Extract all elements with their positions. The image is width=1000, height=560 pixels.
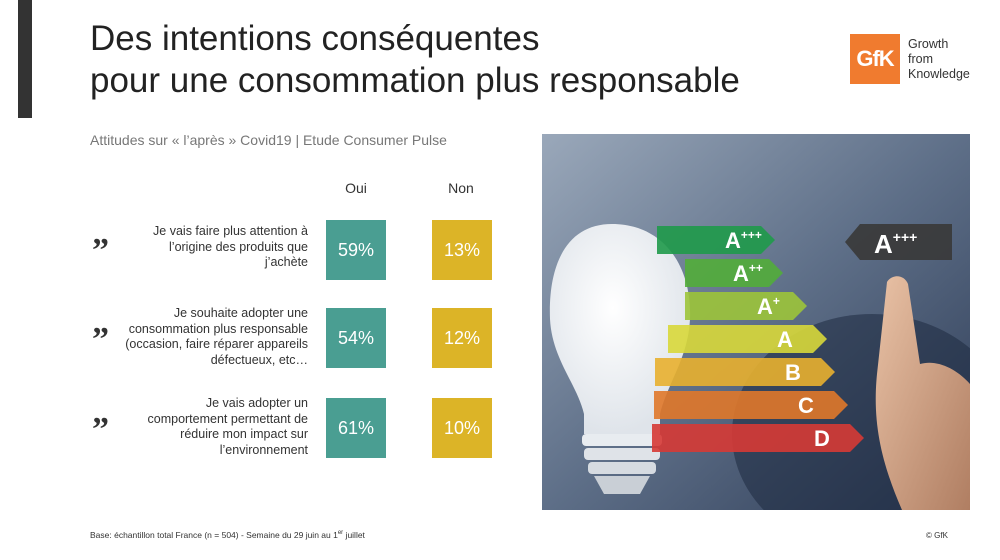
energy-label-bar [668,325,827,353]
bulb-base-ring [582,434,662,446]
energy-label-bar [657,226,775,254]
energy-label-text: D [814,426,830,451]
non-value-1: 13% [432,220,492,280]
page-title: Des intentions conséquentes pour une con… [90,18,740,102]
energy-label-bar [654,391,848,419]
statement-1: Je vais faire plus attention à l’origine… [78,224,308,271]
footer-text: Base: échantillon total France (n = 504)… [90,530,338,540]
logo-tagline-3: Knowledge [908,67,970,81]
bulb-base-ring [584,448,660,460]
column-header-non: Non [448,180,474,196]
quote-icon: ” [92,232,109,269]
energy-label-bar [652,424,864,452]
gfk-logo: GfK [850,34,900,84]
non-value-3: 10% [432,398,492,458]
oui-value-2: 54% [326,308,386,368]
energy-label-photo: A+++ A++ A+ A B C D A+++ [542,134,970,510]
column-header-oui: Oui [345,180,367,196]
statement-2-line: défectueux, etc… [210,352,308,367]
title-line-1: Des intentions conséquentes [90,19,540,58]
statement-3-line: comportement permettant de [147,411,309,426]
logo-tagline-2: from [908,52,933,66]
statement-1-line: l’origine des produits que [169,239,308,254]
statement-2: Je souhaite adopter une consommation plu… [78,306,308,368]
statement-2-line: (occasion, faire réparer appareils [125,337,308,351]
bulb-base-ring [588,462,656,474]
logo-tagline-1: Growth [908,37,949,51]
statement-1-line: Je vais faire plus attention à [153,224,308,238]
quote-icon: ” [92,411,109,448]
energy-label-text: B [785,360,801,385]
statement-3-line: l’environnement [219,442,308,457]
footer-sup: er [337,530,344,537]
energy-label-text: C [798,393,814,418]
non-value-2: 12% [432,308,492,368]
statement-1-line: j’achète [264,255,308,269]
logo-tagline: Growth from Knowledge [908,37,970,82]
subtitle: Attitudes sur « l’après » Covid19 | Etud… [90,132,447,148]
energy-label-text: A [777,327,793,352]
statement-3-line: Je vais adopter un [205,396,308,410]
logo-mark: GfK [856,46,894,71]
footer-base-note: Base: échantillon total France (n = 504)… [90,530,365,540]
hand-shape [875,276,970,510]
oui-value-1: 59% [326,220,386,280]
selected-energy-label: A+++ [845,224,952,260]
energy-label-bar [685,292,807,320]
footer-tail: juillet [343,530,365,540]
oui-value-3: 61% [326,398,386,458]
statement-2-line: consommation plus responsable [128,321,308,336]
energy-label-bar [685,259,783,287]
selected-label-bar [845,224,952,260]
bulb-tip [594,476,650,494]
energy-label-bar [655,358,835,386]
statement-2-line: Je souhaite adopter une [173,306,308,320]
statement-3-line: réduire mon impact sur [180,427,308,441]
statement-3: Je vais adopter un comportement permetta… [78,396,309,458]
quote-icon: ” [92,321,109,358]
accent-bar [18,0,32,118]
copyright: © GfK [926,531,948,540]
title-line-2: pour une consommation plus responsable [90,61,740,100]
